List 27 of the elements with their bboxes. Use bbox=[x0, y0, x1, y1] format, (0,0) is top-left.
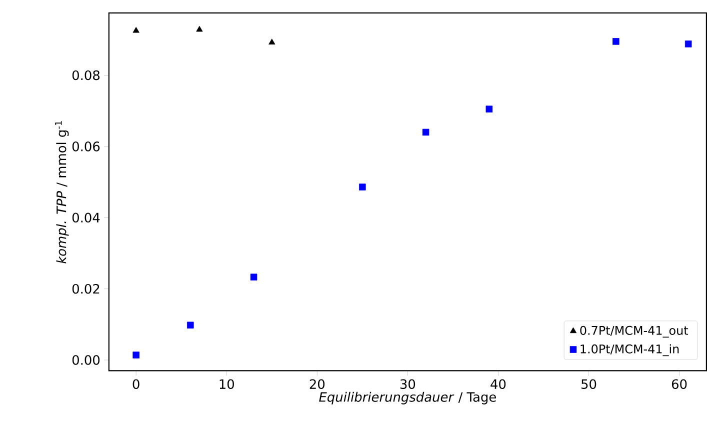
x-axis-title: Equilibrierungsdauer / Tage bbox=[319, 392, 496, 405]
point bbox=[486, 106, 493, 113]
x-tick-label: 50 bbox=[582, 379, 596, 390]
x-tick-label: 30 bbox=[400, 379, 416, 390]
point bbox=[684, 40, 692, 48]
legend-label: 0.7Pt/MCM-41_out bbox=[580, 326, 688, 338]
point bbox=[612, 38, 620, 46]
point bbox=[268, 38, 276, 45]
x-tick-label: 10 bbox=[220, 379, 234, 390]
y-tick-label: 0.06 bbox=[72, 142, 100, 152]
x-tick-label: 60 bbox=[672, 379, 687, 390]
y-tick-label: 0.04 bbox=[72, 212, 100, 223]
y-axis-title: kompl. TPP / mmol g$^{-1}$ bbox=[55, 121, 69, 264]
point bbox=[359, 184, 366, 191]
y-tick-label: 0.08 bbox=[72, 70, 100, 80]
point bbox=[250, 274, 258, 281]
point bbox=[422, 129, 430, 136]
x-tick-label: 40 bbox=[490, 379, 506, 390]
y-tick-label: 0.02 bbox=[72, 284, 100, 294]
y-tick-label: 0.00 bbox=[72, 355, 100, 366]
point bbox=[132, 352, 140, 359]
x-tick-label: 0 bbox=[132, 379, 140, 390]
x-tick-label: 20 bbox=[310, 379, 325, 390]
point bbox=[196, 26, 203, 32]
point bbox=[132, 27, 140, 33]
point bbox=[187, 322, 194, 329]
legend-label: 1.0Pt/MCM-41_in bbox=[580, 344, 679, 356]
